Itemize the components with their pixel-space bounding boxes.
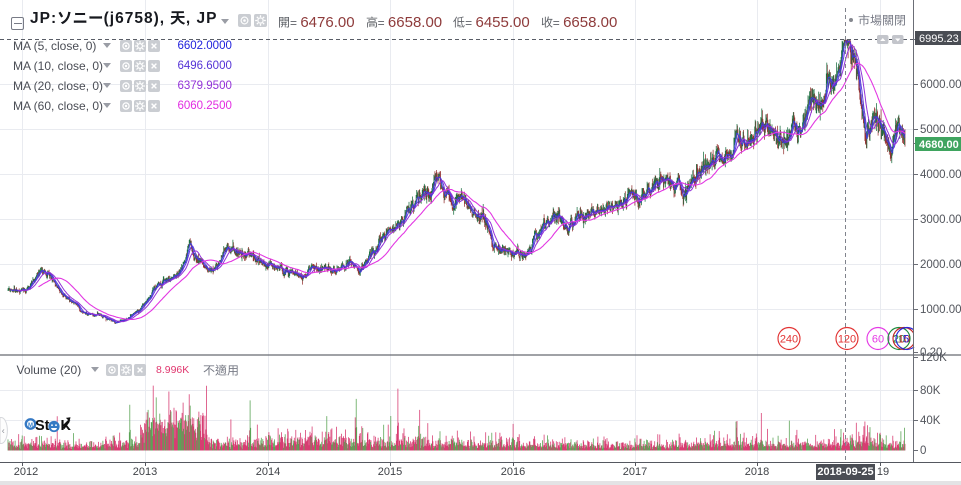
svg-text:4680.00: 4680.00 — [919, 139, 959, 151]
svg-text:120: 120 — [838, 334, 856, 346]
svg-text:10: 10 — [898, 334, 910, 346]
svg-text:6995.23: 6995.23 — [919, 33, 959, 45]
svg-text:60: 60 — [872, 334, 884, 346]
svg-text:M: M — [28, 423, 33, 429]
svg-text:240: 240 — [780, 334, 798, 346]
svg-text:St: St — [35, 418, 50, 434]
svg-text:5: 5 — [903, 334, 909, 346]
svg-text:‹: ‹ — [2, 426, 5, 436]
